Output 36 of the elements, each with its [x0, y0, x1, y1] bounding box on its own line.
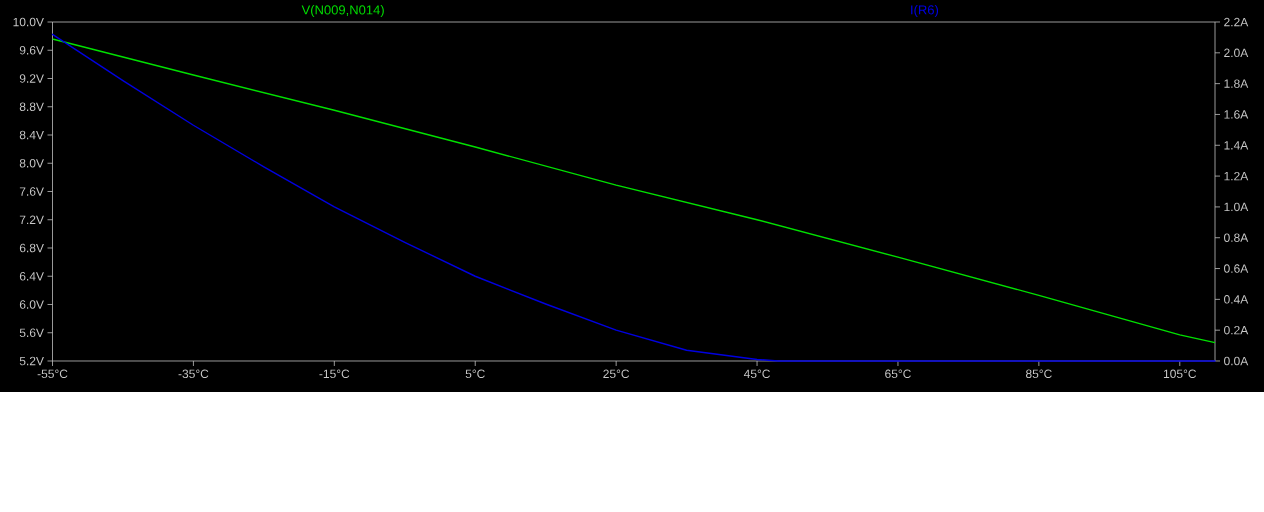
y-tick-label: 8.0V	[19, 159, 44, 168]
text: V(N009,N014)	[301, 4, 384, 18]
x-tick-label: 25°C	[603, 369, 630, 379]
y-tick-label: 7.6V	[19, 187, 44, 196]
y2-tick-label: 0.4A	[1224, 295, 1249, 304]
y-tick-label: 5.6V	[19, 328, 44, 337]
y-tick-label: 8.8V	[19, 102, 44, 111]
x-tick-label: -35°C	[178, 369, 209, 379]
y-tick-label: 8.4V	[19, 130, 44, 140]
y-tick-label: 9.6V	[19, 46, 44, 55]
y-tick-label: 7.2V	[19, 215, 44, 224]
y-tick-label: 6.4V	[19, 272, 44, 281]
x-tick-label: 105°C	[1163, 369, 1197, 379]
y2-tick-label: 1.2A	[1224, 171, 1249, 181]
x-tick-label: 85°C	[1025, 369, 1052, 379]
y2-tick-label: 1.4A	[1224, 141, 1249, 150]
y2-tick-label: 1.0A	[1224, 202, 1249, 212]
y2-tick-label: 0.6A	[1224, 264, 1249, 273]
y2-tick-label: 1.6A	[1224, 110, 1249, 119]
x-tick-label: -15°C	[319, 369, 350, 379]
text: I(R6)	[911, 4, 939, 18]
y-tick-label: 6.0V	[19, 300, 44, 309]
y2-tick-label: 0.0A	[1224, 356, 1249, 366]
x-tick-label: -55°C	[37, 369, 68, 379]
x-tick-label: 65°C	[885, 369, 911, 379]
y-tick-label: 10.0V	[13, 17, 44, 27]
y-tick-label: 5.2V	[19, 356, 44, 366]
y2-tick-label: 1.8A	[1224, 79, 1249, 88]
y-tick-label: 6.8V	[19, 243, 44, 253]
y2-tick-label: 0.2A	[1224, 325, 1249, 335]
y2-tick-label: 0.8A	[1224, 233, 1249, 242]
x-tick-label: 5°C	[465, 369, 485, 379]
y2-tick-label: 2.0A	[1224, 48, 1249, 58]
y2-tick-label: 2.2A	[1224, 17, 1249, 27]
y-tick-label: 9.2V	[19, 74, 44, 83]
x-tick-label: 45°C	[743, 369, 770, 379]
